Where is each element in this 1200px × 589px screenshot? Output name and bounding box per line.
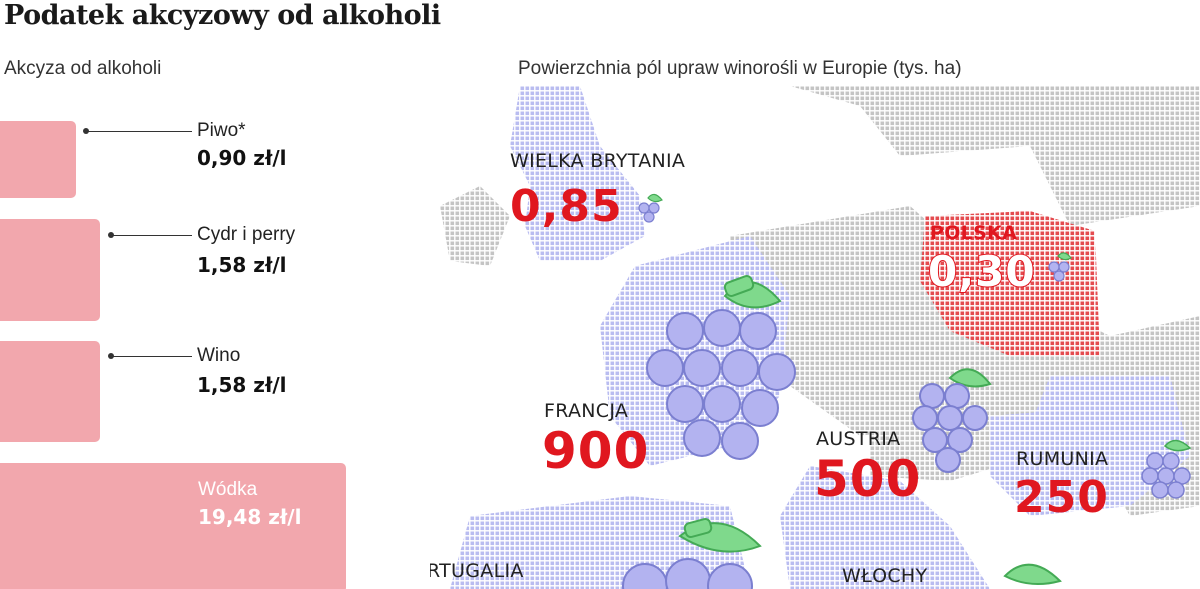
map-land-ireland — [440, 186, 510, 266]
tax-value-vodka: 19,48 zł/l — [198, 505, 302, 529]
map-title: Powierzchnia pól upraw winorośli w Europ… — [518, 58, 962, 79]
country-value-poland: 0,30 — [927, 246, 1036, 297]
grape-icon-france — [646, 275, 796, 460]
tax-chart-title: Akcyza od alkoholi — [4, 58, 162, 79]
country-value-great-britain: 0,85 — [510, 181, 623, 232]
tax-label-cider: Cydr i perry — [197, 224, 296, 245]
tax-bar-vodka — [0, 463, 346, 589]
grape-icon-great-britain — [638, 193, 663, 223]
main-title: Podatek akcyzowy od alkoholi — [4, 0, 441, 31]
grape-icon-portugal — [622, 517, 762, 589]
country-name-austria: AUSTRIA — [816, 428, 901, 450]
tax-label-beer: Piwo* — [197, 120, 246, 141]
tax-label-vodka: Wódka — [198, 479, 258, 500]
tax-bar-cider — [0, 219, 100, 321]
tax-value-beer: 0,90 zł/l — [197, 146, 287, 170]
country-name-france: FRANCJA — [544, 400, 629, 422]
tax-value-cider: 1,58 zł/l — [197, 253, 287, 277]
europe-map: WIELKA BRYTANIA 0,85 POLSKA 0,30 FRANCJA… — [430, 86, 1200, 589]
map-great-britain — [510, 86, 645, 261]
grape-icon-austria — [912, 368, 992, 473]
country-name-poland: POLSKA — [930, 222, 1018, 244]
map-italy — [780, 466, 990, 589]
tax-label-wine: Wino — [197, 345, 241, 366]
tax-value-wine: 1,58 zł/l — [197, 373, 287, 397]
country-name-portugal: PORTUGALIA — [430, 560, 524, 582]
tax-bar-wine — [0, 341, 100, 442]
country-name-great-britain: WIELKA BRYTANIA — [510, 150, 686, 172]
grape-icon-poland — [1048, 252, 1072, 282]
tax-bar-beer — [0, 121, 76, 198]
grape-icon-romania — [1141, 439, 1192, 499]
leaf-icon-italy — [1003, 563, 1062, 586]
country-value-france: 900 — [542, 422, 650, 480]
map-poland — [920, 211, 1100, 356]
country-value-romania: 250 — [1014, 472, 1109, 523]
map-land-north — [790, 86, 1200, 226]
country-name-italy: WŁOCHY — [842, 565, 928, 587]
country-name-romania: RUMUNIA — [1016, 448, 1109, 470]
country-value-austria: 500 — [814, 450, 922, 508]
